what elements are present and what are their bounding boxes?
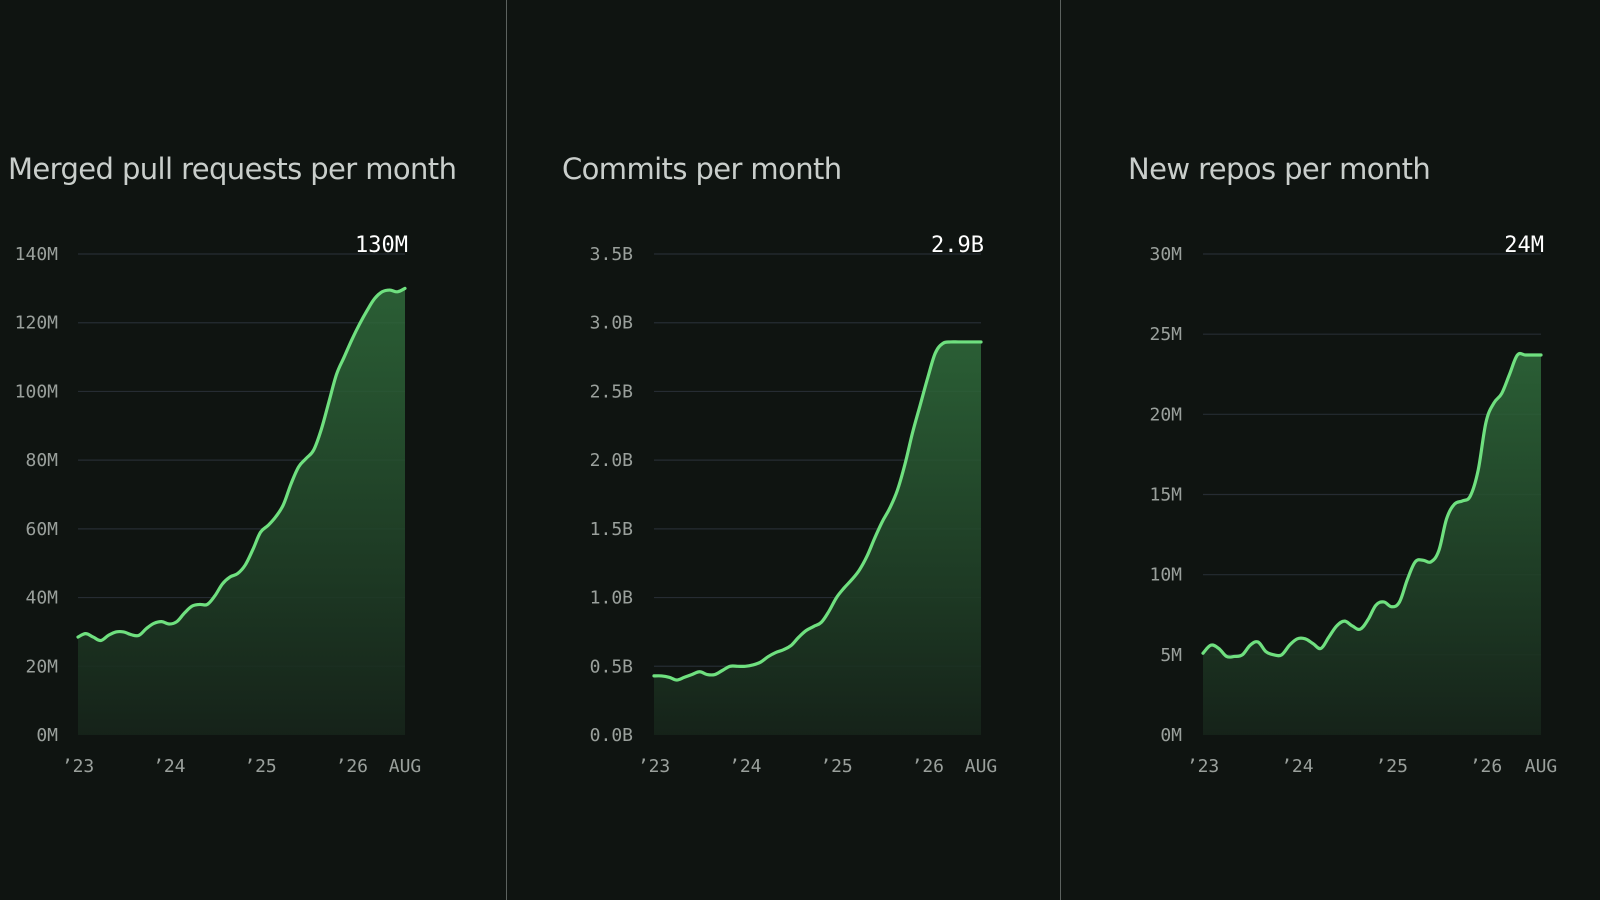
y-tick-label: 20M	[1149, 404, 1182, 425]
y-tick-label: 3.0B	[590, 313, 633, 334]
y-tick-label: 0M	[1160, 725, 1182, 746]
series-line	[652, 340, 983, 682]
x-tick-label: ’24	[153, 756, 186, 777]
chart-panel-commits: Commits per month 0.0B 0.5B 1.0B 1.5B 2.0B 2.…	[562, 0, 1032, 900]
x-tick-label: ’24	[729, 756, 762, 777]
chart-panel-merged-prs: Merged pull requests per month 0M 20M 40M 6…	[8, 0, 478, 900]
y-tick-label: 20M	[25, 656, 58, 677]
y-tick-label: 30M	[1149, 244, 1182, 265]
x-tick-label: ’26	[912, 756, 945, 777]
y-tick-label: 0M	[36, 725, 58, 746]
chart-commits: 0.0B 0.5B 1.0B 1.5B 2.0B 2.5B 3.0B 3.5B ’23 ’24 ’2…	[590, 233, 998, 777]
series-area	[78, 288, 405, 735]
panel-divider-right	[1060, 0, 1061, 900]
chart-title: Merged pull requests per month	[8, 152, 457, 186]
series-line	[76, 286, 407, 643]
y-tick-label: 60M	[25, 519, 58, 540]
series-area	[654, 341, 981, 735]
y-tick-label: 2.5B	[590, 381, 633, 402]
y-tick-label: 100M	[15, 381, 59, 402]
x-tick-label: ’24	[1281, 756, 1314, 777]
x-tick-label: ’25	[244, 756, 277, 777]
chart-title: New repos per month	[1128, 152, 1431, 186]
chart-panel-new-repos: New repos per month 0M 5M 10M 15M 20M 25M 30M ’…	[1128, 0, 1598, 900]
y-tick-label: 5M	[1160, 645, 1182, 666]
x-tick-label: ’23	[62, 756, 95, 777]
x-tick-label: AUG	[965, 756, 998, 777]
y-tick-label: 120M	[15, 313, 59, 334]
series-area	[1203, 353, 1541, 735]
x-tick-label: ’23	[1187, 756, 1220, 777]
x-tick-label: ’26	[336, 756, 369, 777]
x-tick-label: ’25	[1375, 756, 1408, 777]
x-tick-label: ’26	[1470, 756, 1503, 777]
y-tick-label: 25M	[1149, 324, 1182, 345]
y-tick-label: 10M	[1149, 565, 1182, 586]
y-tick-label: 0.5B	[590, 656, 633, 677]
y-tick-label: 80M	[25, 450, 58, 471]
chart-title: Commits per month	[562, 152, 842, 186]
y-tick-label: 140M	[15, 244, 59, 265]
y-tick-label: 1.0B	[590, 588, 633, 609]
x-tick-label: AUG	[1525, 756, 1558, 777]
chart-merged-prs: 0M 20M 40M 60M 80M 100M 120M 140M ’23 ’24 ’25 ’26 AU…	[15, 233, 422, 777]
y-tick-label: 3.5B	[590, 244, 633, 265]
y-tick-label: 40M	[25, 588, 58, 609]
y-tick-label: 0.0B	[590, 725, 633, 746]
y-tick-label: 15M	[1149, 485, 1182, 506]
y-tick-label: 1.5B	[590, 519, 633, 540]
y-tick-label: 2.0B	[590, 450, 633, 471]
peak-value-label: 2.9B	[931, 233, 984, 258]
peak-value-label: 130M	[355, 233, 408, 258]
peak-value-label: 24M	[1504, 233, 1544, 258]
x-tick-label: ’25	[820, 756, 853, 777]
panel-divider-left	[506, 0, 507, 900]
series-line	[1201, 351, 1543, 659]
x-tick-label: ’23	[638, 756, 671, 777]
x-tick-label: AUG	[389, 756, 422, 777]
chart-new-repos: 0M 5M 10M 15M 20M 25M 30M ’23 ’24 ’25 ’26 AUG 24M	[1149, 233, 1558, 777]
